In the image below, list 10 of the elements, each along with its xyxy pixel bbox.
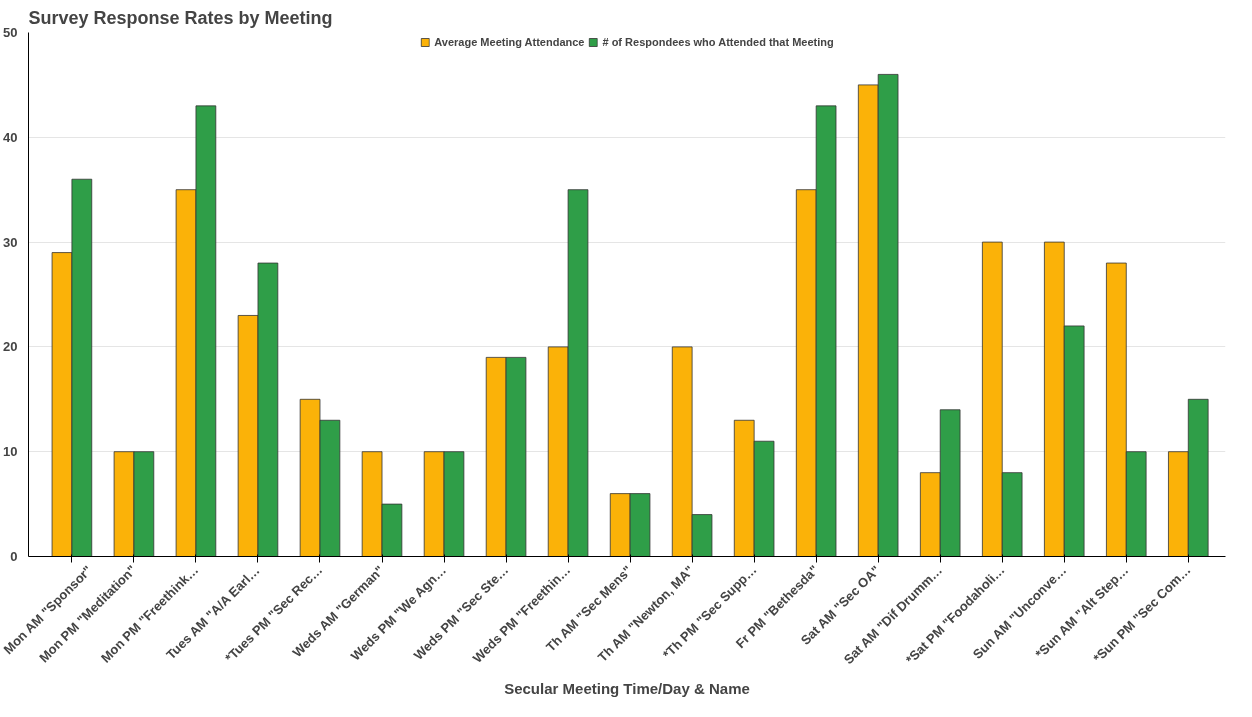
y-tick-label: 10	[3, 444, 18, 460]
legend-label: # of Respondees who Attended that Meeting	[602, 36, 834, 48]
legend-label: Average Meeting Attendance	[434, 36, 585, 48]
y-tick-label: 20	[3, 339, 18, 355]
y-tick-label: 50	[3, 25, 18, 40]
chart-title: Survey Response Rates by Meeting	[28, 7, 333, 28]
y-tick-label: 0	[10, 549, 18, 564]
x-axis-title: Secular Meeting Time/Day & Name	[504, 680, 750, 698]
y-tick-label: 40	[3, 129, 18, 145]
y-tick-label: 30	[3, 234, 18, 250]
